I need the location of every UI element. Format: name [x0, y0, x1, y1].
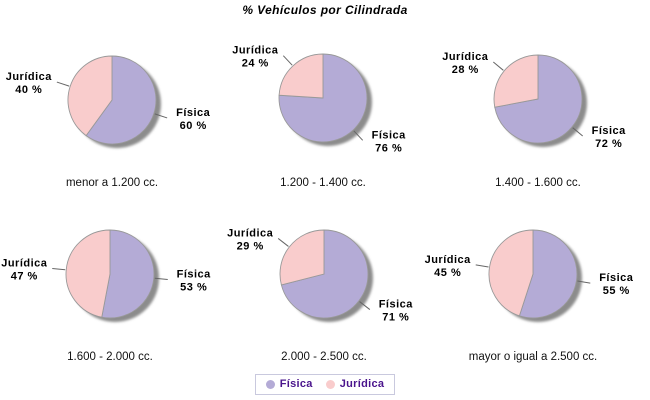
- slice-label-value: 76 %: [375, 142, 402, 154]
- label-leader-line: [353, 130, 364, 141]
- slice-label-name: Física: [599, 272, 634, 284]
- pie-slice-física: [280, 229, 369, 319]
- label-leader-line: [359, 301, 371, 310]
- slice-label-value: 45 %: [434, 267, 461, 279]
- legend-item-fisica: Física: [265, 378, 313, 390]
- chart-title: % Vehículos por Cilindrada: [242, 3, 408, 17]
- category-label-3: 1.400 - 1.600 cc.: [495, 177, 581, 189]
- label-leader-line: [154, 277, 168, 280]
- slice-label-value: 47 %: [11, 271, 38, 283]
- pie-slice-jurídica: [279, 229, 325, 286]
- label-leader-line: [572, 127, 584, 137]
- category-label-6: mayor o igual a 2.500 cc.: [468, 351, 598, 363]
- label-leader-line: [154, 113, 168, 119]
- label-leader-line: [492, 61, 504, 71]
- label-leader-line: [282, 55, 293, 66]
- slice-label-name: Jurídica: [1, 258, 48, 270]
- pie-slice-física: [101, 229, 155, 319]
- pie-slice-física: [85, 55, 157, 145]
- legend: Física Jurídica: [0, 374, 650, 395]
- category-label-5: 2.000 - 2.500 cc.: [281, 351, 367, 363]
- legend-box: Física Jurídica: [254, 374, 396, 395]
- legend-label-juridica: Jurídica: [339, 378, 385, 390]
- category-label-4: 1.600 - 2.000 cc.: [67, 351, 153, 363]
- legend-swatch-fisica: [265, 379, 275, 389]
- slice-label-name: Jurídica: [425, 254, 472, 266]
- slice-label-value: 28 %: [452, 64, 479, 76]
- slice-label-value: 40 %: [15, 84, 42, 96]
- label-leader-line: [577, 280, 591, 284]
- slice-label-value: 29 %: [237, 241, 264, 253]
- legend-item-juridica: Jurídica: [325, 378, 385, 390]
- slice-label-name: Jurídica: [232, 45, 279, 57]
- slice-label-name: Jurídica: [6, 71, 53, 83]
- legend-swatch-juridica: [325, 379, 335, 389]
- slice-label-name: Jurídica: [227, 228, 274, 240]
- pie-slice-física: [518, 229, 578, 319]
- label-leader-line: [475, 264, 489, 268]
- slice-label-value: 71 %: [382, 312, 409, 324]
- slice-label-name: Física: [379, 299, 414, 311]
- label-leader-line: [56, 81, 70, 87]
- slice-label-name: Física: [177, 269, 212, 281]
- category-label-2: 1.200 - 1.400 cc.: [280, 177, 366, 189]
- slice-label-name: Física: [372, 129, 407, 141]
- slice-label-value: 53 %: [180, 282, 207, 294]
- slice-label-name: Física: [592, 125, 627, 137]
- pie-slice-jurídica: [278, 53, 324, 99]
- pie-slice-jurídica: [65, 229, 111, 318]
- legend-label-fisica: Física: [279, 378, 313, 390]
- pie-slice-jurídica: [67, 55, 113, 137]
- pie-slice-jurídica: [493, 54, 539, 108]
- label-leader-line: [52, 268, 66, 271]
- slice-label-name: Física: [176, 107, 211, 119]
- slice-label-value: 55 %: [603, 285, 630, 297]
- label-leader-line: [277, 238, 289, 247]
- category-label-1: menor a 1.200 cc.: [65, 177, 159, 189]
- slice-label-value: 60 %: [180, 120, 207, 132]
- slice-label-value: 24 %: [242, 58, 269, 70]
- slice-label-name: Jurídica: [442, 51, 489, 63]
- pie-slice-jurídica: [488, 229, 534, 317]
- slice-label-value: 72 %: [595, 138, 622, 150]
